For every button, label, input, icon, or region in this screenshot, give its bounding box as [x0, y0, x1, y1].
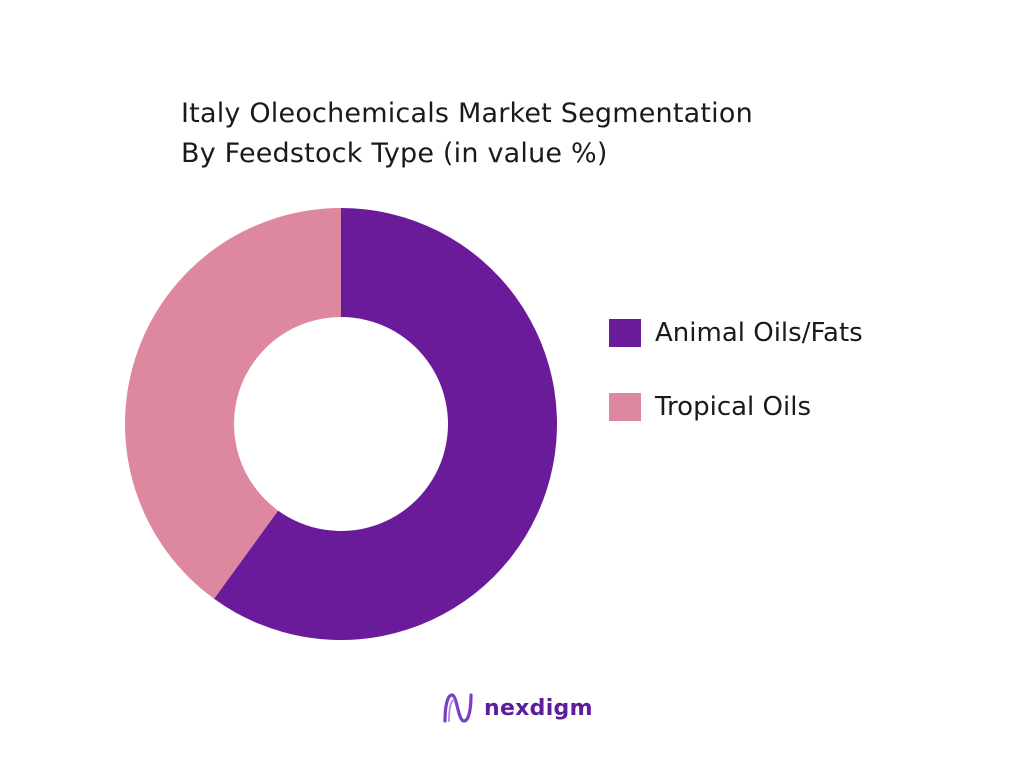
legend-swatch-animal-oils-fats: [609, 319, 641, 347]
legend-label-tropical-oils: Tropical Oils: [655, 392, 811, 422]
legend-swatch-tropical-oils: [609, 393, 641, 421]
donut-slice-animal-oils-fats: [214, 208, 557, 640]
chart-title-line-1: Italy Oleochemicals Market Segmentation: [181, 98, 753, 129]
nexdigm-logo-icon: [443, 693, 473, 723]
chart-title: Italy Oleochemicals Market Segmentation …: [181, 94, 753, 174]
brand-name: nexdigm: [484, 695, 593, 721]
brand-logo: nexdigm: [440, 690, 593, 726]
legend-item-animal-oils-fats: Animal Oils/Fats: [609, 314, 863, 352]
legend-label-animal-oils-fats: Animal Oils/Fats: [655, 318, 863, 348]
donut-slice-tropical-oils: [124, 208, 342, 599]
legend-item-tropical-oils: Tropical Oils: [609, 388, 863, 426]
chart-legend: Animal Oils/Fats Tropical Oils: [609, 314, 863, 462]
chart-title-line-2: By Feedstock Type (in value %): [181, 138, 608, 169]
donut-slices: [124, 208, 557, 640]
